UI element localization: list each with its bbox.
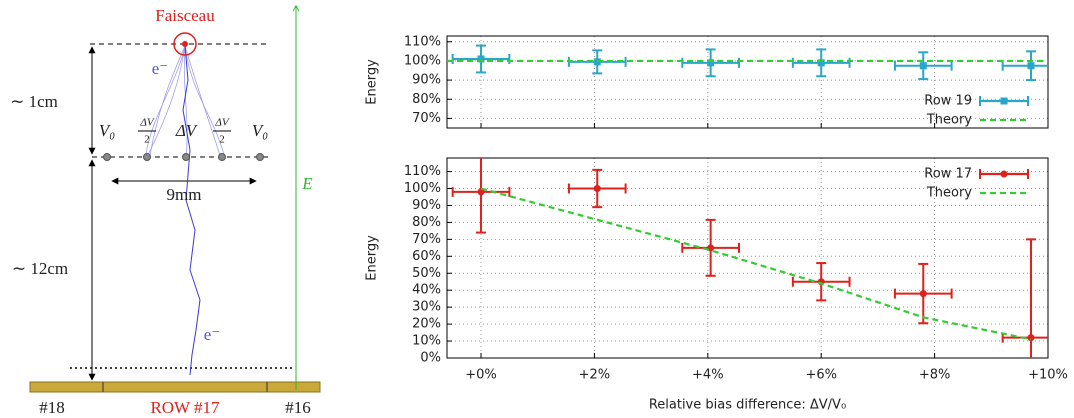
- y-tick-label: 100%: [404, 181, 441, 196]
- theory-line: [480, 187, 1032, 341]
- legend-swatch: [1000, 170, 1008, 178]
- voltage-label: V₀: [252, 121, 268, 140]
- voltage-label: ΔV: [139, 117, 154, 129]
- y-tick-label: 0%: [420, 351, 441, 366]
- point: [1027, 334, 1035, 342]
- plot-data: [447, 44, 1048, 82]
- gap-label: ∼ 12cm: [12, 259, 68, 278]
- y-axis-label: Energy: [365, 235, 380, 281]
- y-tick-label: 60%: [412, 249, 441, 264]
- voltage-label: ΔV: [214, 117, 229, 129]
- width-label: 9mm: [167, 185, 202, 204]
- y-tick-label: 80%: [412, 215, 441, 230]
- legend-label: Theory: [926, 186, 972, 201]
- legend-label: Row 17: [924, 167, 972, 182]
- y-axis-label: Energy: [365, 59, 380, 105]
- point: [919, 290, 927, 298]
- beam-dot: [182, 41, 188, 47]
- y-tick-label: 30%: [412, 300, 441, 315]
- diagram: Faisceau e⁻ e⁻ ∼ 1cm ∼ 12cm V₀ ΔV 2 ΔV Δ…: [10, 6, 326, 417]
- y-tick-label: 50%: [412, 266, 441, 281]
- electrodes: [103, 153, 264, 161]
- y-tick-label: 80%: [412, 92, 441, 107]
- y-tick-label: 70%: [412, 111, 441, 126]
- x-tick-label: +10%: [1028, 368, 1068, 383]
- voltage-label: 2: [144, 134, 150, 146]
- electron-path: [182, 45, 201, 376]
- x-tick-label: +6%: [805, 368, 837, 383]
- row-label: #18: [39, 398, 65, 417]
- y-tick-label: 90%: [412, 198, 441, 213]
- x-tick-label: +8%: [919, 368, 951, 383]
- x-tick-label: +0%: [465, 368, 497, 383]
- plot-frame: [446, 35, 1049, 129]
- beam-label: Faisceau: [155, 6, 215, 25]
- x-axis-label: Relative bias difference: ΔV/V₀: [649, 398, 846, 413]
- plot-data: [451, 158, 1048, 358]
- legend-swatch: [1000, 97, 1008, 105]
- point: [817, 59, 825, 67]
- y-tick-label: 10%: [412, 334, 441, 349]
- beam-circle: [173, 32, 197, 56]
- y-tick-label: 70%: [412, 232, 441, 247]
- point: [1027, 62, 1035, 70]
- y-tick-label: 110%: [404, 164, 441, 179]
- field-label: E⃗: [301, 174, 326, 193]
- point: [477, 55, 485, 63]
- x-tick-label: +4%: [692, 368, 724, 383]
- gap-label: ∼ 1cm: [10, 92, 58, 111]
- y-tick-label: 20%: [412, 317, 441, 332]
- point: [593, 185, 601, 193]
- point: [919, 62, 927, 70]
- y-tick-label: 90%: [412, 73, 441, 88]
- y-tick-label: 40%: [412, 283, 441, 298]
- plot-frame: [446, 157, 1049, 359]
- electron-label: e⁻: [152, 59, 169, 78]
- electron-label: e⁻: [204, 325, 221, 344]
- voltage-label: ΔV: [175, 121, 199, 140]
- row-label: #16: [285, 398, 311, 417]
- y-tick-label: 100%: [404, 53, 441, 68]
- point: [707, 59, 715, 67]
- x-tick-label: +2%: [579, 368, 611, 383]
- y-tick-label: 110%: [404, 34, 441, 49]
- legend-label: Theory: [926, 113, 972, 128]
- row-label: ROW #17: [150, 398, 220, 417]
- voltage-label: 2: [219, 134, 225, 146]
- legend-label: Row 19: [924, 94, 972, 109]
- pads: [29, 381, 321, 393]
- point: [477, 188, 485, 196]
- voltage-label: V₀: [99, 121, 115, 140]
